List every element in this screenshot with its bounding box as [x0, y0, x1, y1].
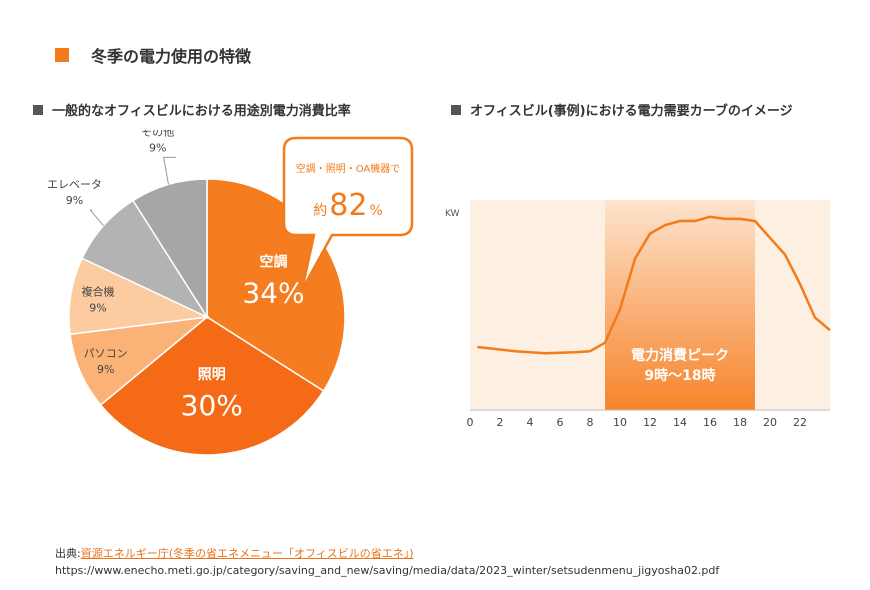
demand-line [477, 215, 831, 355]
pie-leader-line-4 [89, 209, 104, 227]
heading-square-icon [451, 104, 461, 115]
callout-bubble: 空調・照明・OA機器で 約82% [282, 136, 414, 291]
line-chart: KW 0 2 4 6 8 10 12 14 16 18 20 22 電力消費ピーク 9時～18時 [445, 200, 831, 429]
peak-label-line2: 9時～18時 [644, 367, 715, 384]
x-tick-label-7: 14 [673, 416, 687, 429]
peak-band [605, 200, 755, 410]
pie-label-1: 照明 [198, 367, 226, 383]
source-line1: 出典:資源エネルギー庁(冬季の省エネメニュー「オフィスビルの省エネ」) [55, 545, 719, 562]
x-tick-label-3: 6 [557, 416, 564, 429]
heading-square-icon [33, 104, 43, 115]
title-square-icon [55, 48, 69, 62]
callout-value: 82 [329, 188, 367, 223]
y-axis-label: KW [445, 209, 460, 219]
x-tick-label-8: 16 [703, 416, 717, 429]
pie-heading-text: 一般的なオフィスビルにおける用途別電力消費比率 [52, 104, 351, 119]
pie-slice-1 [99, 316, 325, 456]
pie-value-0: 34% [242, 276, 304, 309]
source-label: 出典: [55, 547, 81, 560]
pie-label-0: 空調 [260, 253, 288, 270]
x-tick-label-5: 10 [613, 416, 627, 429]
callout-shape [282, 136, 414, 291]
line-heading: オフィスビル(事例)における電力需要カーブのイメージ [451, 100, 793, 119]
peak-label-line1: 電力消費ピーク [631, 347, 729, 364]
source-url: https://www.enecho.meti.go.jp/category/s… [55, 564, 720, 577]
pie-heading: 一般的なオフィスビルにおける用途別電力消費比率 [33, 100, 351, 119]
x-tick-label-11: 22 [793, 416, 807, 429]
pie-label-5: その他 [141, 130, 174, 138]
source-note: 出典:資源エネルギー庁(冬季の省エネメニュー「オフィスビルの省エネ」) http… [55, 545, 719, 579]
pie-value-3: 9% [89, 302, 106, 315]
pie-label-4: エレベータ [47, 178, 102, 191]
pie-value-4: 9% [66, 194, 83, 207]
pie-label-2: パソコン [84, 347, 128, 360]
x-tick-label-1: 2 [497, 416, 504, 429]
x-tick-label-10: 20 [763, 416, 777, 429]
callout-value-group: 約82% [313, 188, 383, 223]
pie-value-2: 9% [97, 363, 114, 376]
x-tick-label-4: 8 [587, 416, 594, 429]
pie-label-3: 複合機 [81, 285, 114, 299]
pie-value-5: 9% [149, 141, 166, 154]
line-heading-text: オフィスビル(事例)における電力需要カーブのイメージ [470, 104, 793, 119]
x-tick-label-9: 18 [733, 416, 747, 429]
x-tick-label-2: 4 [527, 416, 534, 429]
pie-leader-line-5 [163, 156, 176, 185]
source-link[interactable]: 資源エネルギー庁(冬季の省エネメニュー「オフィスビルの省エネ」) [80, 547, 414, 560]
page-title: 冬季の電力使用の特徴 [55, 43, 251, 67]
x-tick-label-0: 0 [467, 416, 474, 429]
callout-prefix: 約 [313, 203, 327, 219]
callout-line1: 空調・照明・OA機器で [296, 162, 401, 175]
pie-value-1: 30% [181, 389, 243, 422]
page-title-text: 冬季の電力使用の特徴 [91, 47, 252, 66]
x-tick-label-6: 12 [643, 416, 657, 429]
callout-unit: % [369, 203, 382, 219]
